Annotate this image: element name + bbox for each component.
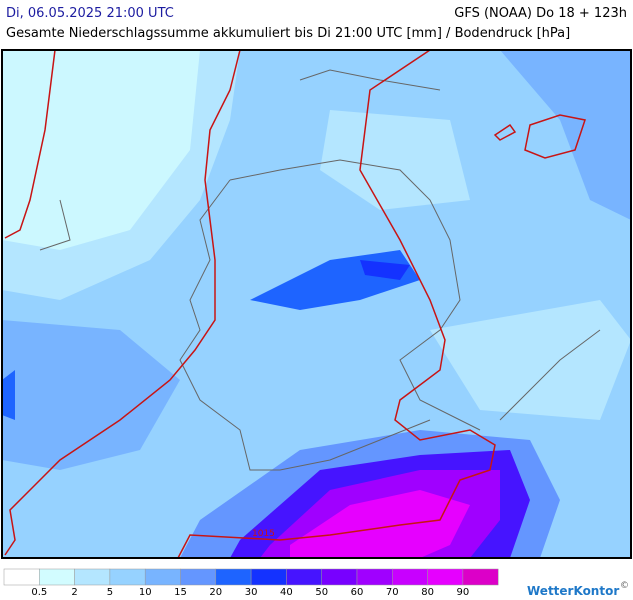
brand: WetterKontor (527, 584, 619, 598)
legend-label: 80 (421, 587, 434, 598)
legend-swatch (180, 568, 217, 586)
map: 1015 (1, 49, 632, 559)
legend-label: 5 (107, 587, 113, 598)
legend-label: 60 (351, 587, 364, 598)
copyright: © (620, 581, 629, 591)
legend-label: 15 (174, 587, 187, 598)
legend-label: 2 (71, 587, 77, 598)
legend-swatch (3, 568, 40, 586)
legend-label: 70 (386, 587, 399, 598)
legend-swatch (321, 568, 358, 586)
model: GFS (NOAA) Do 18 + 123h (454, 6, 627, 21)
legend-swatch (109, 568, 146, 586)
legend-swatch (39, 568, 75, 586)
legend-swatch (356, 568, 393, 586)
legend: 0.5 2 5 10 15 20 30 40 50 60 70 80 90 (3, 568, 499, 598)
legend-label: 20 (209, 587, 222, 598)
legend-label: 10 (139, 587, 152, 598)
legend-label: 40 (280, 587, 293, 598)
isobar-label: 1015 (252, 529, 275, 539)
legend-swatch (427, 568, 464, 586)
legend-swatch (215, 568, 252, 586)
legend-label: 50 (315, 587, 328, 598)
legend-label: 90 (457, 587, 470, 598)
legend-swatch (286, 568, 322, 586)
legend-swatch (392, 568, 428, 586)
legend-swatch (74, 568, 111, 586)
subtitle: Gesamte Niederschlagssumme akkumuliert b… (6, 26, 571, 41)
legend-swatch (144, 568, 181, 586)
legend-swatch (250, 568, 287, 586)
date: Di, 06.05.2025 21:00 UTC (6, 6, 174, 21)
legend-swatch (462, 568, 499, 586)
legend-label: 0.5 (31, 587, 47, 598)
legend-label: 30 (245, 587, 258, 598)
